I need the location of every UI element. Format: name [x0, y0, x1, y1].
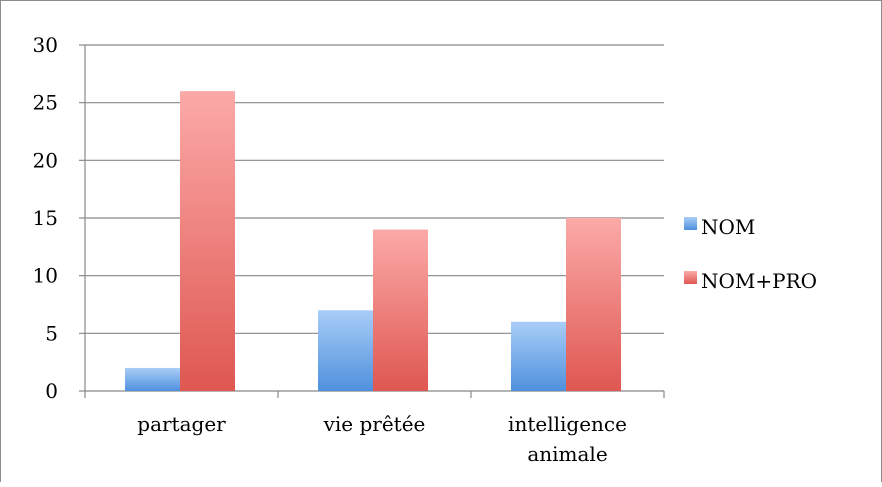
- bar-nom-1: [318, 310, 373, 391]
- legend-label: NOM: [701, 215, 755, 239]
- bar-nom-2: [511, 321, 566, 391]
- y-tick-label: 10: [33, 264, 58, 288]
- x-tick-label: intelligence animale: [508, 412, 627, 466]
- x-tick-labels: partager vie prêtée intelligence animale: [137, 412, 627, 466]
- bar-nom-pro-0: [180, 91, 235, 391]
- bars: [125, 91, 621, 391]
- y-tick-label: 5: [45, 321, 58, 345]
- y-tick-label: 20: [33, 148, 58, 172]
- legend-swatch: [684, 271, 697, 284]
- y-tick-label: 0: [45, 379, 58, 403]
- legend: NOM NOM+PRO: [684, 215, 817, 293]
- y-tick-label: 25: [33, 91, 58, 115]
- y-tick-label: 15: [33, 206, 58, 230]
- legend-label: NOM+PRO: [701, 269, 817, 293]
- x-tick-label: vie prêtée: [323, 412, 426, 436]
- x-tick-label: partager: [137, 412, 226, 436]
- bar-nom-pro-2: [566, 218, 621, 391]
- bar-nom-0: [125, 367, 180, 391]
- y-tick-labels: 0 5 10 15 20 25 30: [33, 33, 58, 403]
- y-tick-label: 30: [33, 33, 58, 57]
- bar-nom-pro-1: [373, 229, 428, 391]
- legend-swatch: [684, 217, 697, 230]
